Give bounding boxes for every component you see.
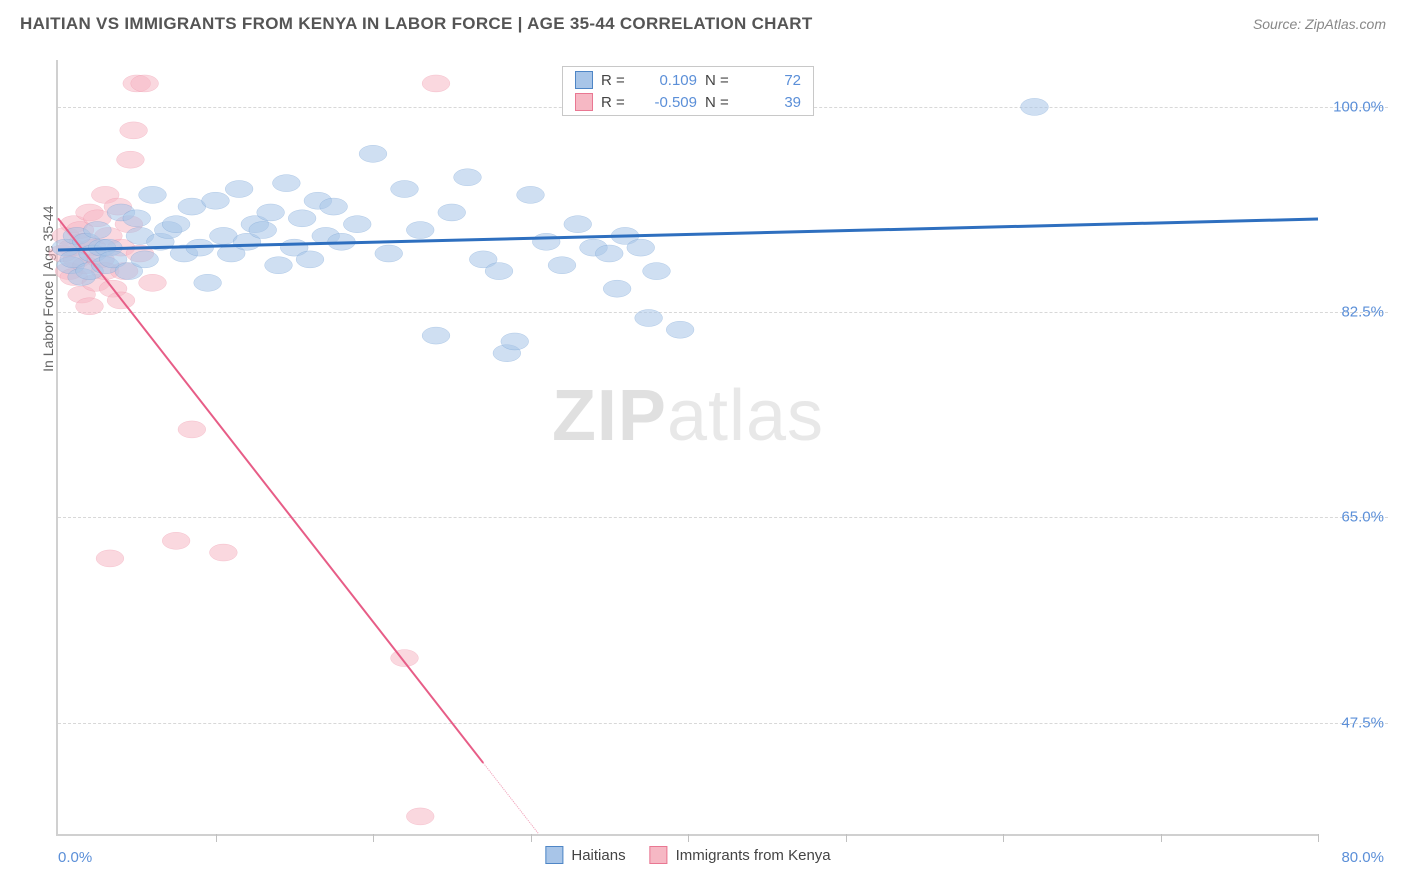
- data-point-haitians: [343, 216, 371, 233]
- data-point-kenya: [76, 298, 104, 315]
- data-point-haitians: [131, 251, 159, 268]
- data-point-haitians: [225, 180, 253, 197]
- data-point-kenya: [120, 122, 148, 139]
- r-label: R =: [601, 72, 633, 89]
- data-point-haitians: [532, 233, 560, 250]
- data-point-kenya: [96, 550, 124, 567]
- legend-label-kenya: Immigrants from Kenya: [676, 847, 831, 864]
- data-point-haitians: [635, 309, 663, 326]
- chart-container: In Labor Force | Age 35-44 47.5% 65.0% 82.…: [18, 48, 1388, 884]
- swatch-haitians-icon: [545, 846, 563, 864]
- data-point-haitians: [257, 204, 285, 221]
- data-point-kenya: [139, 274, 167, 291]
- data-point-kenya: [391, 650, 419, 667]
- x-tick: [846, 834, 847, 842]
- scatter-plot: [58, 60, 1318, 834]
- data-point-haitians: [375, 245, 403, 262]
- data-point-haitians: [438, 204, 466, 221]
- swatch-haitians-icon: [575, 71, 593, 89]
- data-point-haitians: [162, 216, 190, 233]
- data-point-haitians: [406, 222, 434, 239]
- legend-item-haitians: Haitians: [545, 846, 625, 864]
- r-value-haitians: 0.109: [641, 72, 697, 89]
- y-tick-label: 65.0%: [1341, 509, 1384, 526]
- r-value-kenya: -0.509: [641, 94, 697, 111]
- source-link[interactable]: ZipAtlas.com: [1305, 16, 1386, 32]
- data-point-haitians: [359, 145, 387, 162]
- data-point-kenya: [178, 421, 206, 438]
- data-point-kenya: [406, 808, 434, 825]
- data-point-haitians: [320, 198, 348, 215]
- data-point-haitians: [273, 175, 301, 192]
- x-tick: [373, 834, 374, 842]
- data-point-haitians: [249, 222, 277, 239]
- correlation-legend: R = 0.109 N = 72 R = -0.509 N = 39: [562, 66, 814, 116]
- data-point-haitians: [194, 274, 222, 291]
- data-point-haitians: [517, 186, 545, 203]
- data-point-kenya: [162, 532, 190, 549]
- legend-row-haitians: R = 0.109 N = 72: [563, 69, 813, 91]
- data-point-haitians: [84, 222, 112, 239]
- x-tick: [1003, 834, 1004, 842]
- data-point-haitians: [485, 263, 513, 280]
- trendline-kenya-extrapolated: [483, 763, 538, 834]
- data-point-kenya: [210, 544, 238, 561]
- n-label: N =: [705, 72, 737, 89]
- data-point-haitians: [123, 210, 151, 227]
- data-point-haitians: [627, 239, 655, 256]
- data-point-haitians: [666, 321, 694, 338]
- data-point-haitians: [564, 216, 592, 233]
- source-attribution: Source: ZipAtlas.com: [1253, 16, 1386, 32]
- data-point-haitians: [548, 257, 576, 274]
- data-point-haitians: [603, 280, 631, 297]
- data-point-haitians: [139, 186, 167, 203]
- data-point-haitians: [643, 263, 671, 280]
- data-point-haitians: [296, 251, 324, 268]
- x-axis-label-max: 80.0%: [1341, 849, 1384, 866]
- data-point-haitians: [1021, 98, 1049, 115]
- data-point-haitians: [595, 245, 623, 262]
- data-point-kenya: [422, 75, 450, 92]
- y-tick-label: 100.0%: [1333, 98, 1384, 115]
- y-axis-title: In Labor Force | Age 35-44: [40, 206, 56, 372]
- n-label: N =: [705, 94, 737, 111]
- n-value-kenya: 39: [745, 94, 801, 111]
- x-tick: [1318, 834, 1319, 842]
- x-axis-label-min: 0.0%: [58, 849, 92, 866]
- legend-label-haitians: Haitians: [571, 847, 625, 864]
- data-point-haitians: [501, 333, 529, 350]
- x-tick: [1161, 834, 1162, 842]
- x-tick: [216, 834, 217, 842]
- chart-title: HAITIAN VS IMMIGRANTS FROM KENYA IN LABO…: [20, 14, 813, 34]
- r-label: R =: [601, 94, 633, 111]
- data-point-kenya: [117, 151, 145, 168]
- data-point-kenya: [131, 75, 159, 92]
- plot-area: In Labor Force | Age 35-44 47.5%65.0%82.…: [56, 60, 1318, 836]
- data-point-haitians: [422, 327, 450, 344]
- data-point-haitians: [454, 169, 482, 186]
- legend-item-kenya: Immigrants from Kenya: [650, 846, 831, 864]
- data-point-haitians: [391, 180, 419, 197]
- data-point-haitians: [288, 210, 316, 227]
- trendline-kenya: [58, 218, 483, 763]
- swatch-kenya-icon: [650, 846, 668, 864]
- data-point-haitians: [202, 192, 230, 209]
- x-tick: [688, 834, 689, 842]
- x-tick: [531, 834, 532, 842]
- data-point-haitians: [265, 257, 293, 274]
- series-legend: Haitians Immigrants from Kenya: [545, 846, 830, 864]
- y-tick-label: 47.5%: [1341, 714, 1384, 731]
- legend-row-kenya: R = -0.509 N = 39: [563, 91, 813, 113]
- swatch-kenya-icon: [575, 93, 593, 111]
- n-value-haitians: 72: [745, 72, 801, 89]
- y-tick-label: 82.5%: [1341, 304, 1384, 321]
